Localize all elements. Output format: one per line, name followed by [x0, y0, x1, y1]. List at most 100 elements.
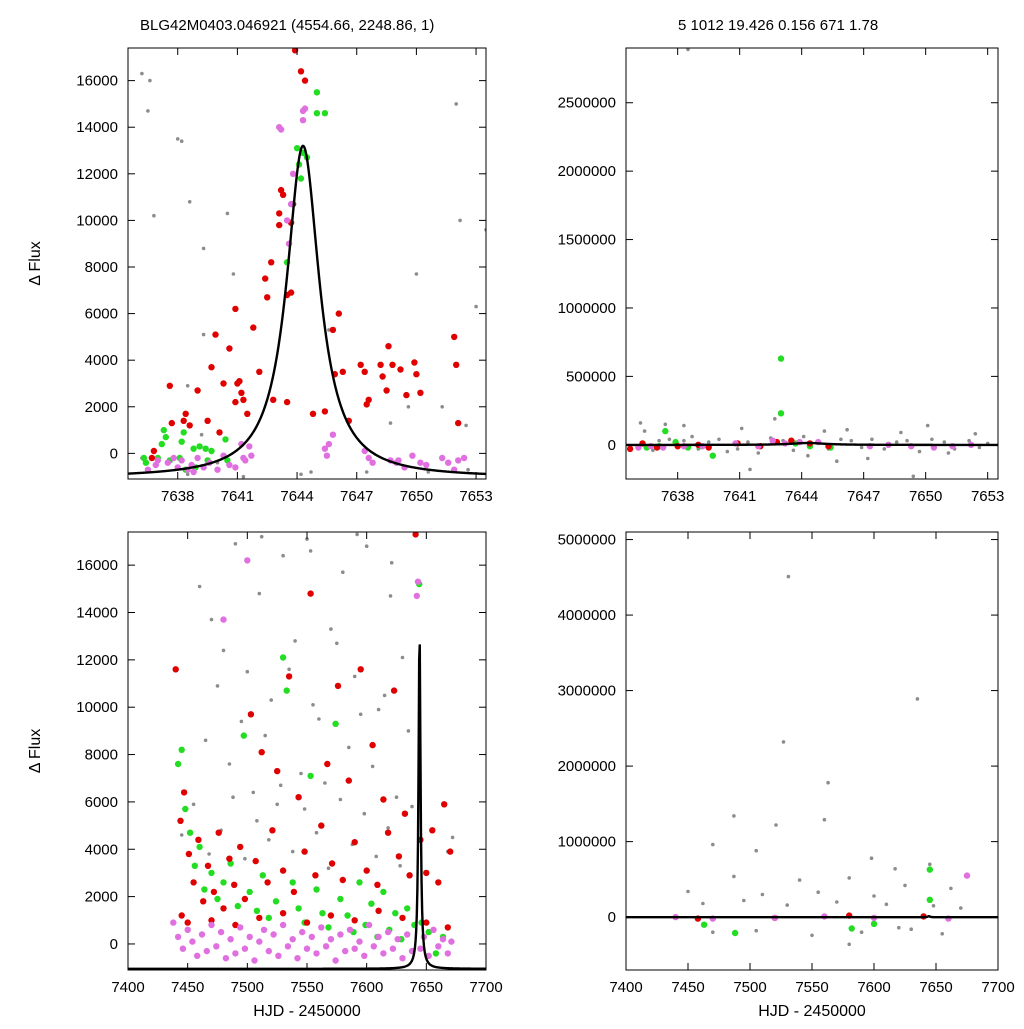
x-tick-label: 7600: [857, 979, 890, 996]
data-point-grey: [917, 449, 922, 454]
data-point-grey: [826, 780, 830, 785]
data-point-pink: [321, 445, 329, 452]
data-point-red: [250, 324, 257, 331]
y-tick-label: 10000: [76, 699, 118, 716]
data-point-pink: [313, 950, 320, 957]
data-point-red: [379, 373, 386, 380]
data-point-red: [417, 389, 424, 396]
panel-bottom-right: 7400 7450 7500 7550 7600 7650 7700 0 1000000 2000…: [558, 531, 1015, 1020]
data-point-red: [283, 398, 291, 406]
data-point-red: [208, 917, 215, 924]
data-point-green: [234, 902, 241, 910]
data-point-grey: [931, 904, 936, 908]
data-point-red: [269, 827, 276, 834]
data-point-green: [325, 924, 332, 931]
data-point-pink: [380, 950, 387, 957]
data-point-grey: [400, 655, 405, 660]
data-point-green: [202, 445, 209, 452]
data-point-red: [182, 410, 189, 417]
x-tick-label: 7641: [221, 488, 254, 505]
data-point-pink: [203, 947, 210, 955]
data-point-pink: [190, 468, 197, 476]
data-point-grey: [746, 440, 750, 444]
data-point-green: [220, 879, 227, 886]
data-point-pink: [178, 457, 185, 464]
data-point-red: [363, 401, 370, 408]
data-point-grey: [227, 762, 232, 766]
data-point-red: [270, 396, 277, 403]
data-point-pink: [217, 928, 225, 936]
data-point-grey: [717, 437, 721, 442]
y-tick-label: 8000: [85, 259, 118, 276]
data-point-pink: [404, 931, 411, 938]
data-point-grey: [263, 733, 268, 738]
data-point-red: [453, 361, 460, 368]
data-point-green: [196, 443, 203, 450]
data-point-green: [337, 895, 344, 903]
data-point-red: [435, 879, 442, 886]
data-point-pink: [423, 461, 430, 469]
data-point-pink: [361, 952, 368, 959]
data-point-grey: [358, 712, 363, 717]
data-point-green: [404, 905, 411, 912]
data-point-red: [210, 888, 218, 896]
data-point-pink: [325, 440, 333, 448]
data-point-green: [190, 445, 197, 452]
data-point-grey: [739, 426, 744, 431]
y-tick-label: 4000000: [558, 607, 616, 624]
data-point-grey: [464, 423, 468, 428]
data-point-grey: [725, 449, 730, 454]
data-point-grey: [454, 102, 459, 106]
data-point-red: [177, 817, 184, 824]
data-point-red: [390, 687, 398, 694]
data-point-grey: [148, 78, 152, 83]
data-point-pink: [303, 945, 311, 952]
data-point-red: [455, 419, 462, 427]
data-point-pink: [279, 921, 287, 929]
data-point-grey: [682, 423, 686, 428]
data-point-red: [168, 419, 175, 427]
data-point-pink: [189, 938, 196, 945]
data-point-green: [356, 879, 363, 886]
data-point-green: [191, 862, 198, 869]
data-point-pink: [769, 437, 776, 444]
data-point-grey: [314, 830, 319, 835]
data-point-grey: [735, 447, 740, 451]
data-point-grey: [642, 429, 647, 433]
data-point-red: [339, 368, 346, 375]
data-point-grey: [146, 109, 150, 113]
data-point-grey: [201, 332, 206, 337]
x-tick-label: 7650: [919, 979, 952, 996]
data-point-grey: [754, 848, 758, 853]
data-point-grey: [466, 467, 470, 472]
data-point-grey: [760, 892, 765, 897]
data-point-grey: [203, 738, 208, 743]
data-point-pink: [241, 945, 249, 952]
data-point-green: [283, 687, 290, 694]
data-point-green: [731, 929, 739, 937]
x-tick-label: 7650: [400, 488, 433, 505]
data-point-green: [174, 760, 182, 768]
model-curve: [128, 144, 486, 476]
data-point-grey: [742, 898, 746, 903]
data-point-pink: [275, 952, 282, 959]
data-point-grey: [376, 707, 381, 712]
data-point-red: [215, 829, 222, 836]
data-point-grey: [362, 811, 367, 816]
data-point-red: [301, 848, 308, 855]
data-point-red: [238, 389, 245, 396]
data-point-pink: [194, 952, 201, 959]
data-point-grey: [388, 594, 393, 598]
data-point-red: [262, 275, 269, 282]
data-point-grey: [299, 472, 303, 477]
data-point-pink: [389, 945, 397, 952]
points-bottom-left: [128, 532, 486, 970]
x-tick-label: 7638: [161, 488, 194, 505]
data-point-green: [201, 886, 208, 893]
data-point-grey: [786, 574, 791, 579]
data-point-grey: [686, 889, 690, 894]
data-point-grey: [440, 405, 445, 409]
data-point-red: [309, 410, 317, 417]
data-point-green: [265, 914, 272, 922]
